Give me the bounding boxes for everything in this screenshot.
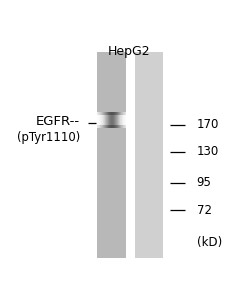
Text: 95: 95: [196, 176, 212, 189]
Bar: [109, 115, 110, 125]
Bar: [105, 115, 106, 125]
Bar: [98, 115, 99, 125]
Bar: [110, 112, 111, 128]
Bar: [117, 115, 118, 125]
Bar: [113, 115, 114, 125]
Bar: [114, 115, 115, 125]
Bar: [110, 115, 111, 125]
Bar: [115, 115, 116, 125]
Bar: [99, 115, 100, 125]
Bar: [119, 112, 120, 128]
Text: EGFR--: EGFR--: [36, 115, 80, 128]
Bar: [98, 52, 126, 258]
Bar: [102, 115, 103, 125]
Bar: [112, 115, 113, 125]
Text: HepG2: HepG2: [108, 45, 150, 58]
Bar: [105, 112, 106, 128]
Bar: [114, 112, 115, 128]
Bar: [102, 112, 103, 128]
Bar: [124, 112, 125, 128]
Bar: [123, 115, 124, 125]
Bar: [104, 115, 105, 125]
Bar: [107, 112, 108, 128]
Bar: [125, 112, 126, 128]
Bar: [111, 112, 112, 128]
Bar: [100, 115, 101, 125]
Bar: [125, 115, 126, 125]
Bar: [120, 115, 121, 125]
Bar: [111, 115, 112, 125]
Text: (pTyr1110): (pTyr1110): [17, 131, 80, 144]
Bar: [113, 112, 114, 128]
Bar: [120, 112, 121, 128]
Bar: [135, 52, 163, 258]
Bar: [115, 112, 116, 128]
Bar: [117, 112, 118, 128]
Bar: [122, 112, 123, 128]
Bar: [106, 112, 107, 128]
Bar: [98, 112, 99, 128]
Bar: [99, 112, 100, 128]
Text: 130: 130: [196, 145, 219, 158]
Bar: [116, 112, 117, 128]
Text: 72: 72: [196, 204, 212, 217]
Bar: [108, 115, 109, 125]
Bar: [118, 115, 119, 125]
Bar: [118, 112, 119, 128]
Text: 170: 170: [196, 118, 219, 131]
Bar: [112, 112, 113, 128]
Bar: [103, 112, 104, 128]
Bar: [100, 112, 101, 128]
Text: (kD): (kD): [196, 236, 222, 249]
Bar: [104, 112, 105, 128]
Bar: [108, 112, 109, 128]
Bar: [101, 112, 102, 128]
Bar: [123, 112, 124, 128]
Bar: [124, 115, 125, 125]
Bar: [121, 115, 122, 125]
Bar: [106, 115, 107, 125]
Bar: [107, 115, 108, 125]
Bar: [116, 115, 117, 125]
Bar: [109, 112, 110, 128]
Bar: [121, 112, 122, 128]
Bar: [103, 115, 104, 125]
Bar: [122, 115, 123, 125]
Bar: [101, 115, 102, 125]
Bar: [119, 115, 120, 125]
